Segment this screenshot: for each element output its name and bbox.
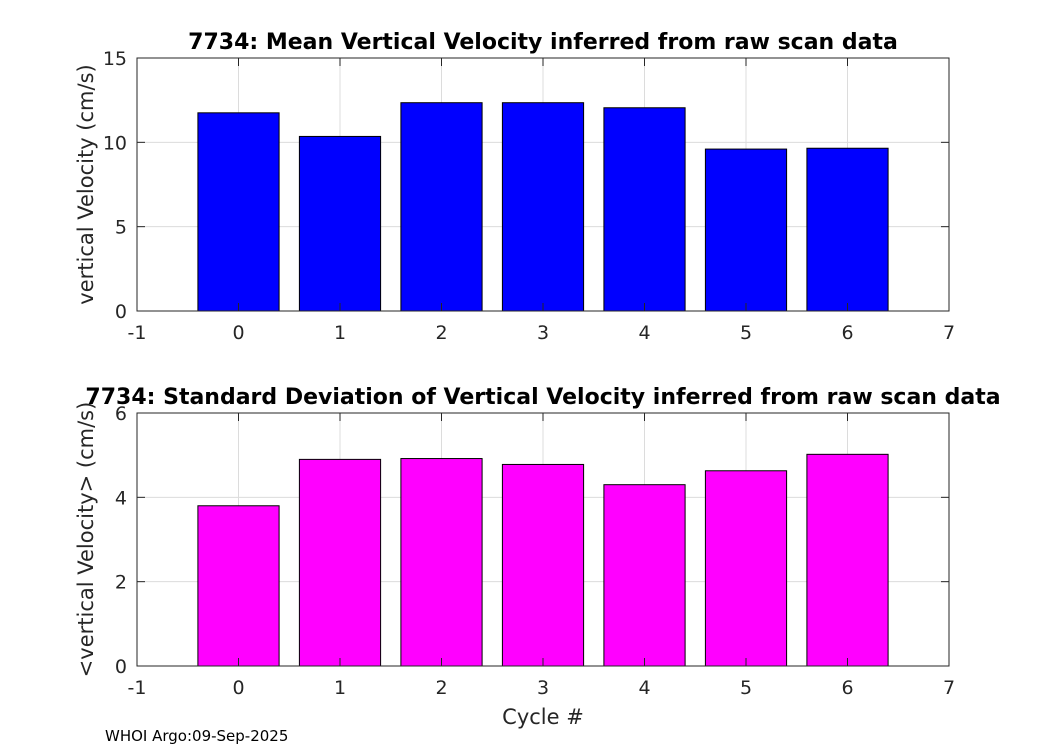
bar-cycle-0: [197, 112, 280, 312]
y-axis-label: vertical Velocity (cm/s): [74, 64, 98, 304]
bar-cycle-2: [400, 102, 483, 312]
bar-cycle-5: [704, 470, 788, 667]
y-tick-label: 4: [115, 487, 127, 509]
x-tick-label: 0: [232, 677, 244, 699]
x-tick-label: 3: [537, 677, 549, 699]
x-tick-label: 4: [638, 322, 650, 344]
bar-cycle-5: [704, 148, 788, 312]
x-tick-label: 6: [841, 322, 853, 344]
bar-cycle-0: [197, 505, 280, 667]
bar-cycle-1: [298, 458, 382, 667]
x-tick-label: 2: [435, 677, 447, 699]
y-tick-label: 0: [115, 656, 127, 678]
x-tick-label: -1: [128, 322, 147, 344]
x-tick-label: 0: [232, 322, 244, 344]
x-axis-label: Cycle #: [502, 705, 584, 729]
chart-title: 7734: Standard Deviation of Vertical Vel…: [85, 385, 1000, 410]
bar-cycle-6: [806, 453, 889, 667]
y-tick-label: 5: [115, 217, 127, 239]
bar-cycle-2: [400, 458, 483, 667]
x-tick-label: 7: [943, 322, 955, 344]
bar-cycle-4: [603, 484, 686, 667]
x-tick-label: 1: [334, 677, 346, 699]
y-tick-label: 15: [103, 48, 127, 70]
y-tick-label: 10: [103, 132, 127, 154]
chart-title: 7734: Mean Vertical Velocity inferred fr…: [188, 30, 898, 55]
x-tick-label: 7: [943, 677, 955, 699]
x-tick-label: 4: [638, 677, 650, 699]
x-tick-label: 2: [435, 322, 447, 344]
y-tick-label: 6: [115, 403, 127, 425]
footer-credit: WHOI Argo:09-Sep-2025: [105, 727, 288, 745]
x-tick-label: 6: [841, 677, 853, 699]
bar-cycle-6: [806, 147, 889, 312]
bar-cycle-3: [501, 102, 585, 312]
y-axis-label: <vertical Velocity> (cm/s): [74, 402, 98, 678]
x-tick-label: -1: [128, 677, 147, 699]
x-tick-label: 1: [334, 322, 346, 344]
x-tick-label: 5: [740, 677, 752, 699]
y-tick-label: 2: [115, 572, 127, 594]
x-tick-label: 5: [740, 322, 752, 344]
bar-cycle-3: [501, 463, 585, 667]
y-tick-label: 0: [115, 301, 127, 323]
x-tick-label: 3: [537, 322, 549, 344]
bar-cycle-4: [603, 107, 686, 312]
bar-cycle-1: [298, 135, 382, 312]
